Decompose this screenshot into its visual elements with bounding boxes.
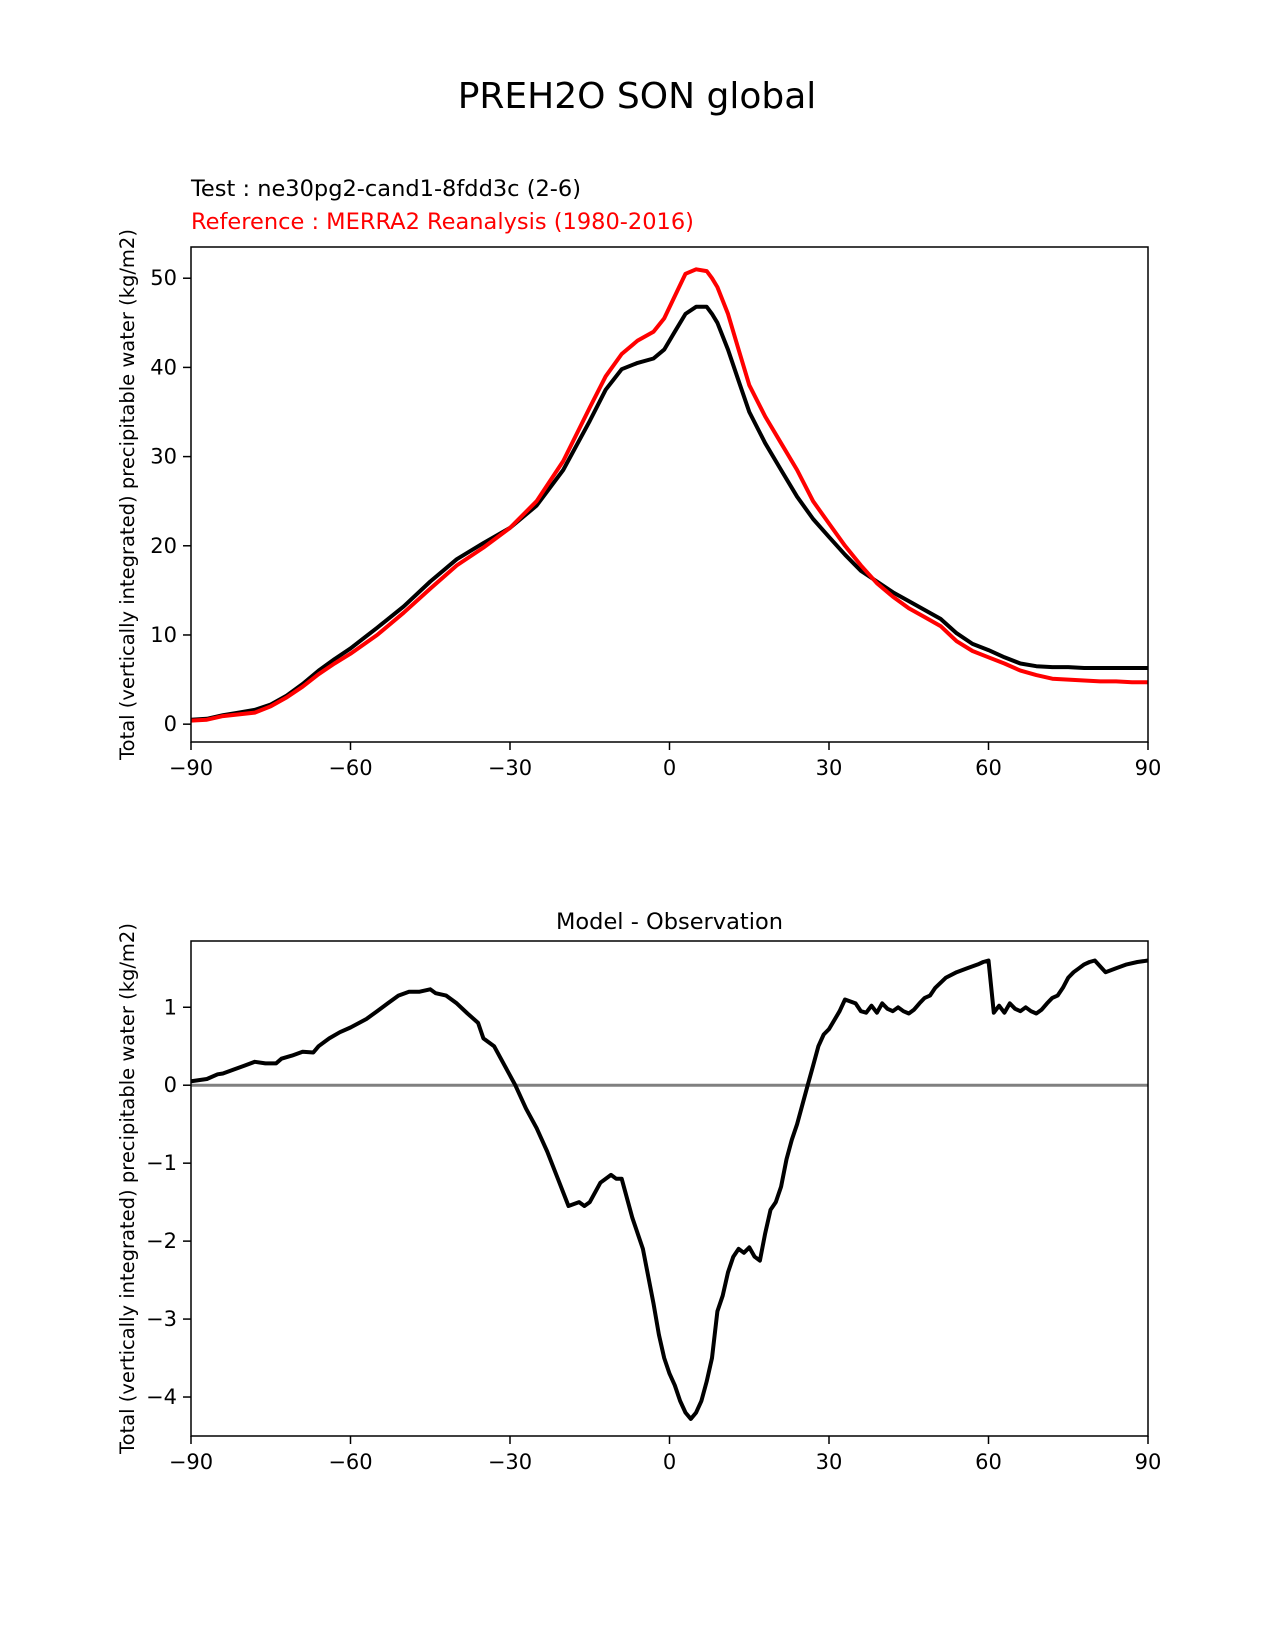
top-panel: −90 −60 −30 0 30 60 90 0 10 20 30 40 50 Total (vertic… <box>116 176 1161 780</box>
x-tick-label: −30 <box>488 756 532 780</box>
figure-title: PREH2O SON global <box>458 76 817 117</box>
x-tick-label: −90 <box>169 1450 213 1474</box>
x-tick-label: 60 <box>975 756 1002 780</box>
y-tick-label: −1 <box>146 1151 177 1175</box>
y-tick-label: 0 <box>164 1073 177 1097</box>
x-tick-label: 90 <box>1135 756 1162 780</box>
y-axis-label: Total (vertically integrated) precipitab… <box>116 923 139 1455</box>
y-tick-label: 20 <box>150 534 177 558</box>
y-tick-label: −2 <box>146 1229 177 1253</box>
y-tick-label: −3 <box>146 1307 177 1331</box>
reference-label: Reference : MERRA2 Reanalysis (1980-2016… <box>191 209 694 235</box>
y-tick-label: 30 <box>150 445 177 469</box>
x-tick-label: −30 <box>488 1450 532 1474</box>
y-tick-label: 50 <box>150 266 177 290</box>
x-tick-label: 60 <box>975 1450 1002 1474</box>
axes-frame <box>190 940 1149 1437</box>
y-tick-label: 10 <box>150 623 177 647</box>
x-tick-label: 30 <box>816 1450 843 1474</box>
x-tick-label: 30 <box>816 756 843 780</box>
x-tick-label: −60 <box>328 1450 372 1474</box>
x-tick-label: −90 <box>169 756 213 780</box>
bottom-panel: −90 −60 −30 0 30 60 90 −4 −3 −2 −1 0 1 Total (vertica… <box>116 909 1161 1474</box>
series-line-model-observation <box>191 958 1148 1421</box>
axes-frame <box>190 246 1149 743</box>
series-line-test <box>191 304 1148 722</box>
test-label: Test : ne30pg2-cand1-8fdd3c (2-6) <box>190 176 581 202</box>
y-tick-label: 40 <box>150 355 177 379</box>
x-tick-label: 0 <box>663 756 676 780</box>
y-tick-label: −4 <box>146 1385 177 1409</box>
x-tick-label: 90 <box>1135 1450 1162 1474</box>
y-axis-label: Total (vertically integrated) precipitab… <box>116 229 139 761</box>
panel-title: Model - Observation <box>556 909 783 935</box>
y-tick-label: 1 <box>164 995 177 1019</box>
series-line-reference <box>191 267 1148 723</box>
x-tick-label: −60 <box>328 756 372 780</box>
y-tick-label: 0 <box>164 712 177 736</box>
x-tick-label: 0 <box>663 1450 676 1474</box>
